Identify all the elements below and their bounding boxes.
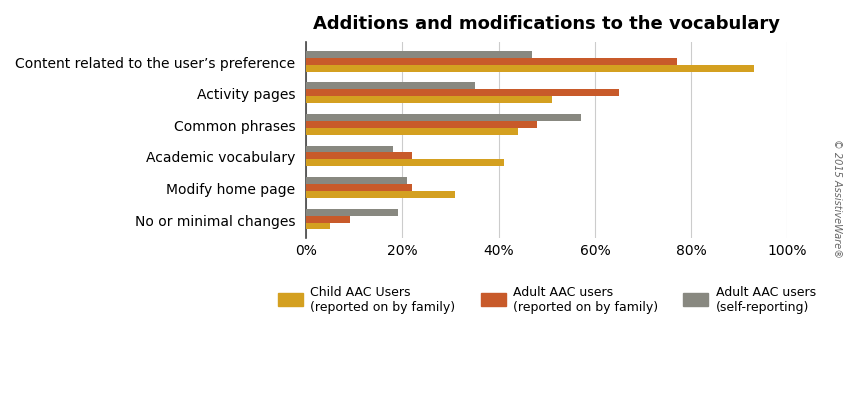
Bar [306, 121, 538, 128]
Bar [306, 97, 551, 104]
Bar [306, 59, 676, 66]
Bar [306, 216, 349, 223]
Bar [306, 160, 504, 167]
Bar [306, 83, 475, 90]
Bar [306, 153, 412, 160]
Bar [306, 146, 393, 153]
Text: © 2015 AssistiveWare®: © 2015 AssistiveWare® [832, 139, 842, 258]
Bar [306, 223, 331, 230]
Bar [306, 178, 407, 185]
Bar [306, 66, 754, 72]
Bar [306, 128, 518, 135]
Title: Additions and modifications to the vocabulary: Additions and modifications to the vocab… [314, 15, 780, 33]
Bar [306, 209, 398, 216]
Legend: Child AAC Users
(reported on by family), Adult AAC users
(reported on by family): Child AAC Users (reported on by family),… [273, 280, 820, 318]
Bar [306, 90, 619, 97]
Bar [306, 185, 412, 192]
Bar [306, 52, 532, 59]
Bar [306, 192, 456, 198]
Bar [306, 115, 580, 121]
